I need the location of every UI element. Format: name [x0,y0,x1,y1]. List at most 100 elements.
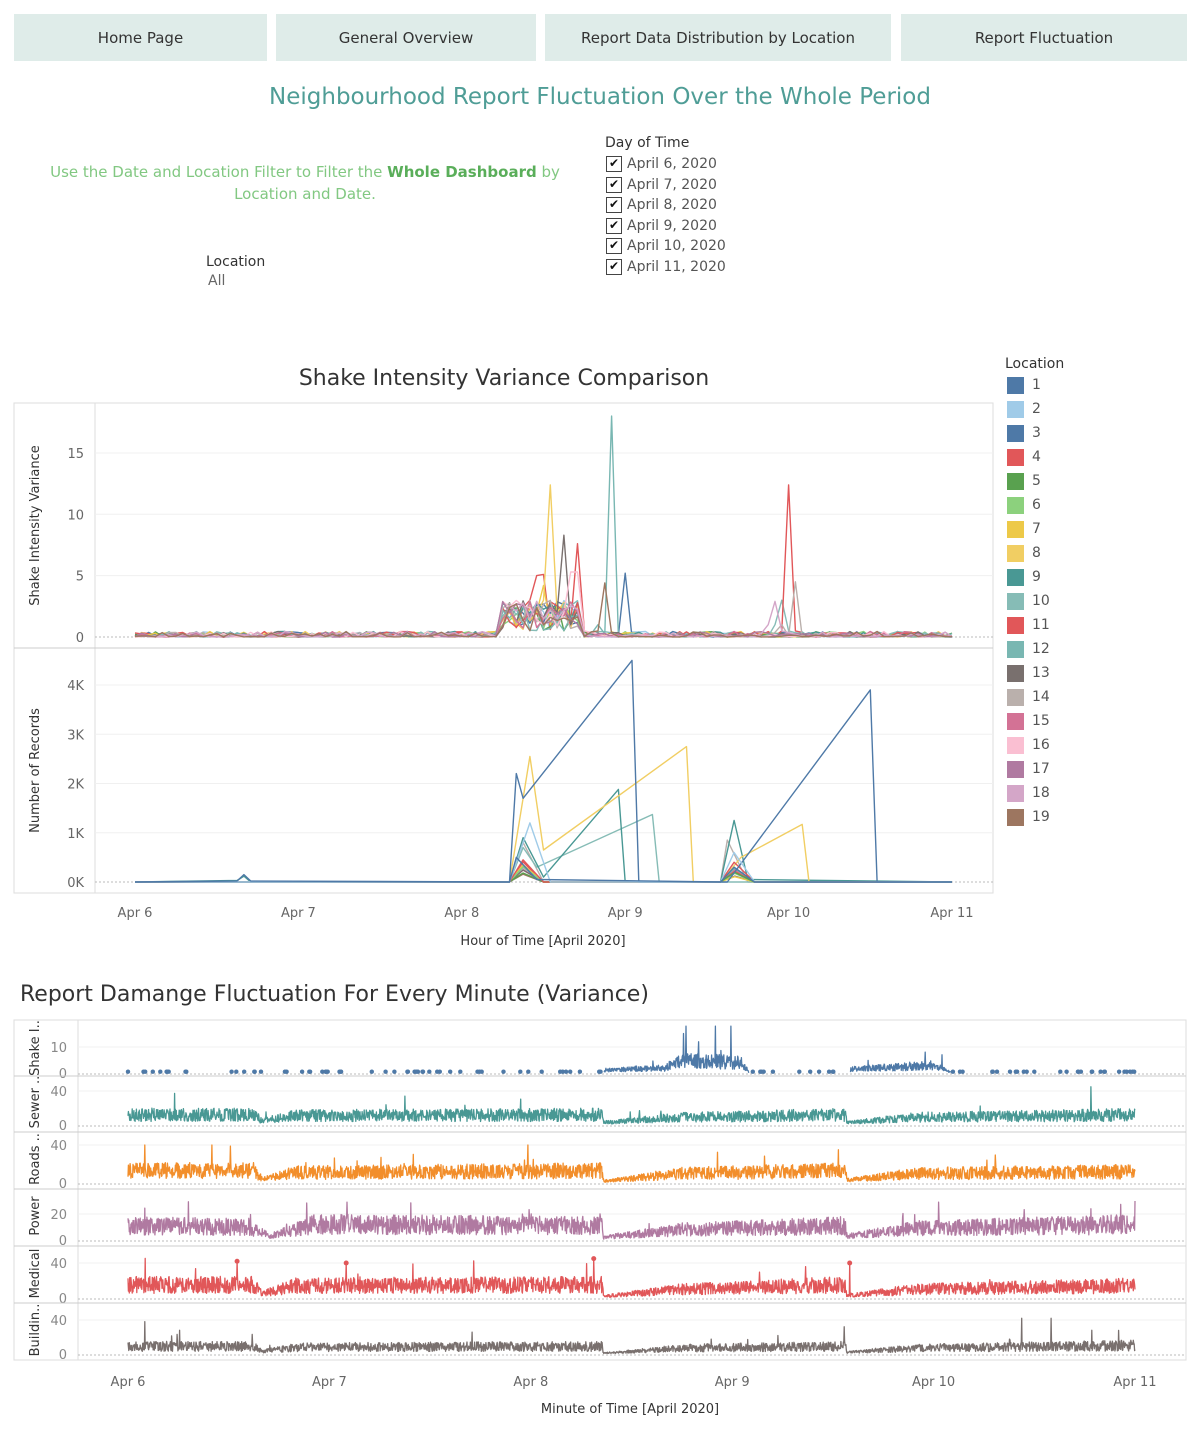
legend-item[interactable]: 19 [1007,808,1050,826]
legend-item[interactable]: 13 [1007,664,1050,682]
data-point [560,1069,565,1074]
data-point [994,1069,1000,1074]
legend-item[interactable]: 15 [1007,712,1050,730]
row-label: Buildin.. [28,1304,43,1357]
legend-item[interactable]: 17 [1007,760,1050,778]
checkbox-checked-icon[interactable]: ✔ [606,197,622,213]
x-tick-label: Apr 7 [312,1375,347,1390]
legend-swatch [1007,760,1024,778]
day-filter-item-label: April 9, 2020 [627,217,717,234]
legend-item[interactable]: 7 [1007,520,1041,538]
legend-item[interactable]: 1 [1007,376,1041,394]
legend-item[interactable]: 5 [1007,472,1041,490]
y-axis-title: Shake Intensity Variance [28,445,43,606]
nav-report-distribution-by-location[interactable]: Report Data Distribution by Location [545,14,891,61]
checkbox-checked-icon[interactable]: ✔ [606,156,622,172]
legend-swatch [1007,520,1024,538]
y-tick-label: 0 [59,1067,67,1082]
checkbox-checked-icon[interactable]: ✔ [606,238,622,254]
day-filter-item-label: April 8, 2020 [627,197,717,213]
data-point [1014,1069,1020,1074]
day-filter-item-label: April 10, 2020 [627,238,726,254]
legend-swatch [1007,544,1024,562]
y-tick-label: 0 [59,1177,67,1192]
x-tick-label: Apr 7 [281,906,316,921]
legend-swatch [1007,784,1024,802]
data-point [420,1069,426,1074]
day-filter-item[interactable]: ✔ April 11, 2020 [606,257,726,277]
data-point [750,1069,755,1074]
nav-general-overview[interactable]: General Overview [276,14,536,61]
legend-item[interactable]: 14 [1007,688,1050,706]
legend-swatch [1007,424,1024,442]
legend-item-label: 16 [1032,737,1050,753]
y-tick-label: 0K [67,876,84,891]
series-line-roads [127,1144,1136,1183]
x-tick-label: Apr 6 [111,1375,146,1390]
legend-swatch [1007,616,1024,634]
legend-item[interactable]: 6 [1007,496,1041,514]
nav-home-page[interactable]: Home Page [14,14,267,61]
legend-item[interactable]: 8 [1007,544,1041,562]
day-filter-item[interactable]: ✔ April 10, 2020 [606,236,726,256]
day-filter-label: Day of Time [605,135,690,151]
legend-item-label: 10 [1032,593,1050,609]
series-line-location-3 [135,659,952,883]
y-tick-label: 15 [67,447,84,462]
legend-item-label: 2 [1032,401,1041,417]
legend-item[interactable]: 16 [1007,736,1050,754]
row-label: Sewer .. [28,1076,43,1129]
data-point [252,1069,257,1074]
y-tick-label: 40 [50,1314,67,1329]
data-point [299,1069,305,1074]
day-filter-item[interactable]: ✔ April 9, 2020 [606,216,717,236]
legend-item[interactable]: 10 [1007,592,1050,610]
location-filter-value[interactable]: All [208,273,226,289]
legend-item[interactable]: 2 [1007,400,1041,418]
checkbox-checked-icon[interactable]: ✔ [606,217,622,234]
y-tick-label: 10 [50,1041,67,1056]
data-point [343,1260,349,1266]
legend-item[interactable]: 12 [1007,640,1050,658]
data-point [307,1069,313,1074]
data-point [563,1069,569,1074]
series-line-sewer [127,1086,1136,1125]
data-point [369,1069,374,1074]
data-point [808,1069,813,1074]
data-point [415,1069,421,1074]
hint-text: Use the Date and Location Filter to Filt… [50,163,388,181]
checkbox-checked-icon[interactable]: ✔ [606,176,622,193]
data-point [591,1256,597,1262]
nav-report-fluctuation[interactable]: Report Fluctuation [901,14,1187,61]
data-point [125,1069,131,1074]
data-point [1064,1069,1069,1074]
x-tick-label: Apr 9 [715,1375,750,1390]
legend-item[interactable]: 18 [1007,784,1050,802]
legend-swatch [1007,568,1024,586]
day-filter-item[interactable]: ✔ April 6, 2020 [606,154,717,174]
legend-swatch [1007,640,1024,658]
legend-item-label: 1 [1032,377,1041,393]
x-tick-label: Apr 8 [444,906,479,921]
legend-item[interactable]: 9 [1007,568,1041,586]
checkbox-checked-icon[interactable]: ✔ [606,258,622,275]
legend-item[interactable]: 11 [1007,616,1050,634]
data-point [437,1069,442,1074]
legend-item-label: 3 [1032,425,1041,441]
legend-swatch [1007,808,1024,826]
series-line-power [127,1200,1136,1240]
legend-item[interactable]: 4 [1007,448,1041,466]
y-tick-label: 40 [50,1139,67,1154]
data-point [1078,1069,1084,1074]
row-label: Medical [28,1249,43,1299]
x-tick-label: Apr 9 [608,906,643,921]
legend-item[interactable]: 3 [1007,424,1041,442]
legend-swatch [1007,664,1024,682]
data-point [158,1069,163,1074]
data-point [258,1069,264,1074]
day-filter-item[interactable]: ✔ April 7, 2020 [606,175,717,195]
day-filter-item[interactable]: ✔ April 8, 2020 [606,195,717,215]
data-point [1007,1069,1013,1074]
